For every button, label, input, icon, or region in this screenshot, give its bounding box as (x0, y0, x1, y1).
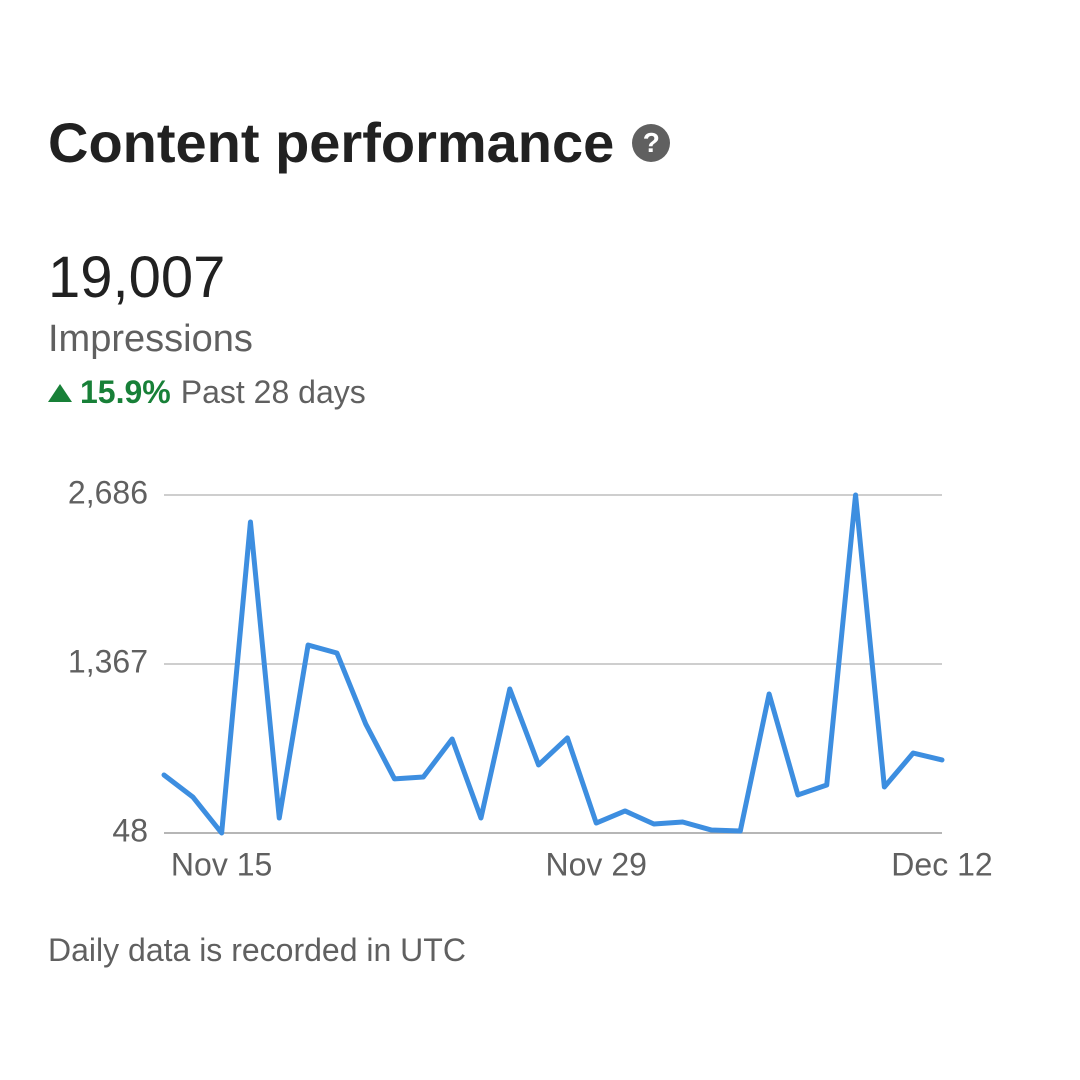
title: Content performance (48, 111, 615, 174)
change-row: 15.9% Past 28 days (48, 374, 366, 411)
y-tick-label: 2,686 (68, 474, 148, 510)
chart: 48 1,367 2,686 Nov 15 Nov 29 Dec 12 (68, 474, 993, 882)
footnote: Daily data is recorded in UTC (48, 932, 466, 968)
total-value: 19,007 (48, 245, 226, 310)
up-arrow (48, 383, 72, 402)
x-tick-label: Dec 12 (891, 846, 992, 882)
x-tick-label: Nov 15 (171, 846, 272, 882)
change-percent: 15.9% (80, 374, 171, 410)
metric-name: Impressions (48, 318, 253, 360)
title-row: Content performance ? (48, 110, 671, 175)
x-tick-label: Nov 29 (546, 846, 647, 882)
y-tick-label: 1,367 (68, 643, 148, 679)
period: Past 28 days (180, 374, 366, 410)
y-tick-label: 48 (112, 812, 148, 848)
line-series (161, 492, 945, 836)
help-icon[interactable]: ? (632, 123, 671, 162)
